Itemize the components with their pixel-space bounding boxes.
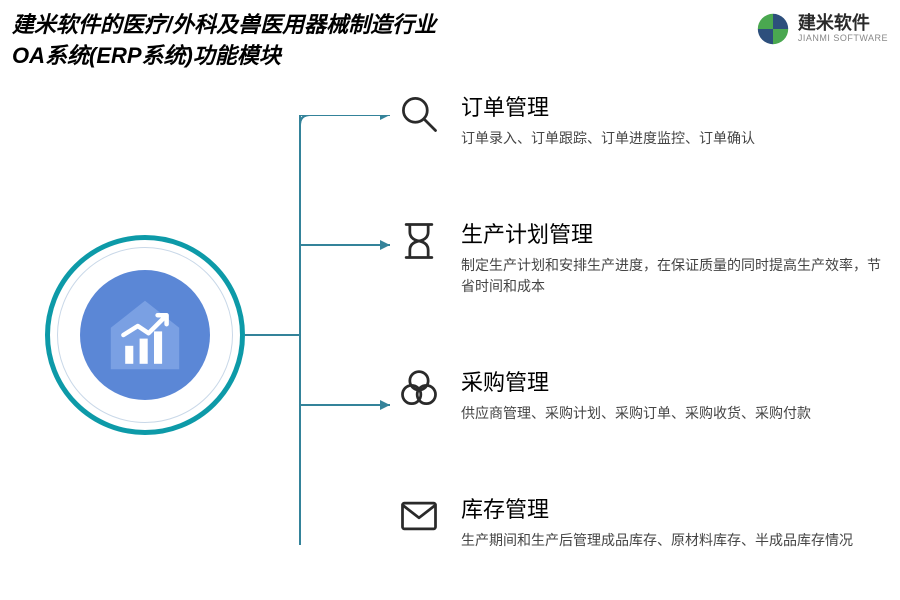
title-line2: OA系统(ERP系统)功能模块	[12, 41, 436, 72]
magnify-icon	[395, 90, 443, 138]
module-desc: 制定生产计划和安排生产进度，在保证质量的同时提高生产效率，节省时间和成本	[461, 255, 881, 297]
logo-cn: 建米软件	[798, 14, 888, 34]
envelope-icon	[395, 492, 443, 540]
module-desc: 生产期间和生产后管理成品库存、原材料库存、半成品库存情况	[461, 530, 853, 551]
module-production: 生产计划管理 制定生产计划和安排生产进度，在保证质量的同时提高生产效率，节省时间…	[395, 217, 885, 297]
module-procurement: 采购管理 供应商管理、采购计划、采购订单、采购收货、采购付款	[395, 365, 885, 424]
module-inventory: 库存管理 生产期间和生产后管理成品库存、原材料库存、半成品库存情况	[395, 492, 885, 551]
module-title: 库存管理	[461, 492, 853, 524]
logo-text: 建米软件 JIANMI SOFTWARE	[798, 14, 888, 44]
module-list: 订单管理 订单录入、订单跟踪、订单进度监控、订单确认 生产计划管理 制定生产计划…	[395, 90, 885, 551]
hub-center-icon	[80, 270, 210, 400]
logo-en: JIANMI SOFTWARE	[798, 34, 888, 44]
hub-circle	[45, 235, 245, 435]
title-line1: 建米软件的医疗/外科及兽医用器械制造行业	[12, 10, 436, 41]
module-title: 订单管理	[461, 90, 755, 122]
logo-icon	[754, 10, 792, 48]
circles-icon	[395, 365, 443, 413]
page-title: 建米软件的医疗/外科及兽医用器械制造行业 OA系统(ERP系统)功能模块	[12, 10, 436, 72]
module-order: 订单管理 订单录入、订单跟踪、订单进度监控、订单确认	[395, 90, 885, 149]
header: 建米软件的医疗/外科及兽医用器械制造行业 OA系统(ERP系统)功能模块 建米软…	[12, 10, 888, 72]
hourglass-icon	[395, 217, 443, 265]
connector-lines	[245, 115, 415, 545]
module-desc: 订单录入、订单跟踪、订单进度监控、订单确认	[461, 128, 755, 149]
logo: 建米软件 JIANMI SOFTWARE	[754, 10, 888, 48]
module-desc: 供应商管理、采购计划、采购订单、采购收货、采购付款	[461, 403, 811, 424]
module-title: 生产计划管理	[461, 217, 881, 249]
module-title: 采购管理	[461, 365, 811, 397]
